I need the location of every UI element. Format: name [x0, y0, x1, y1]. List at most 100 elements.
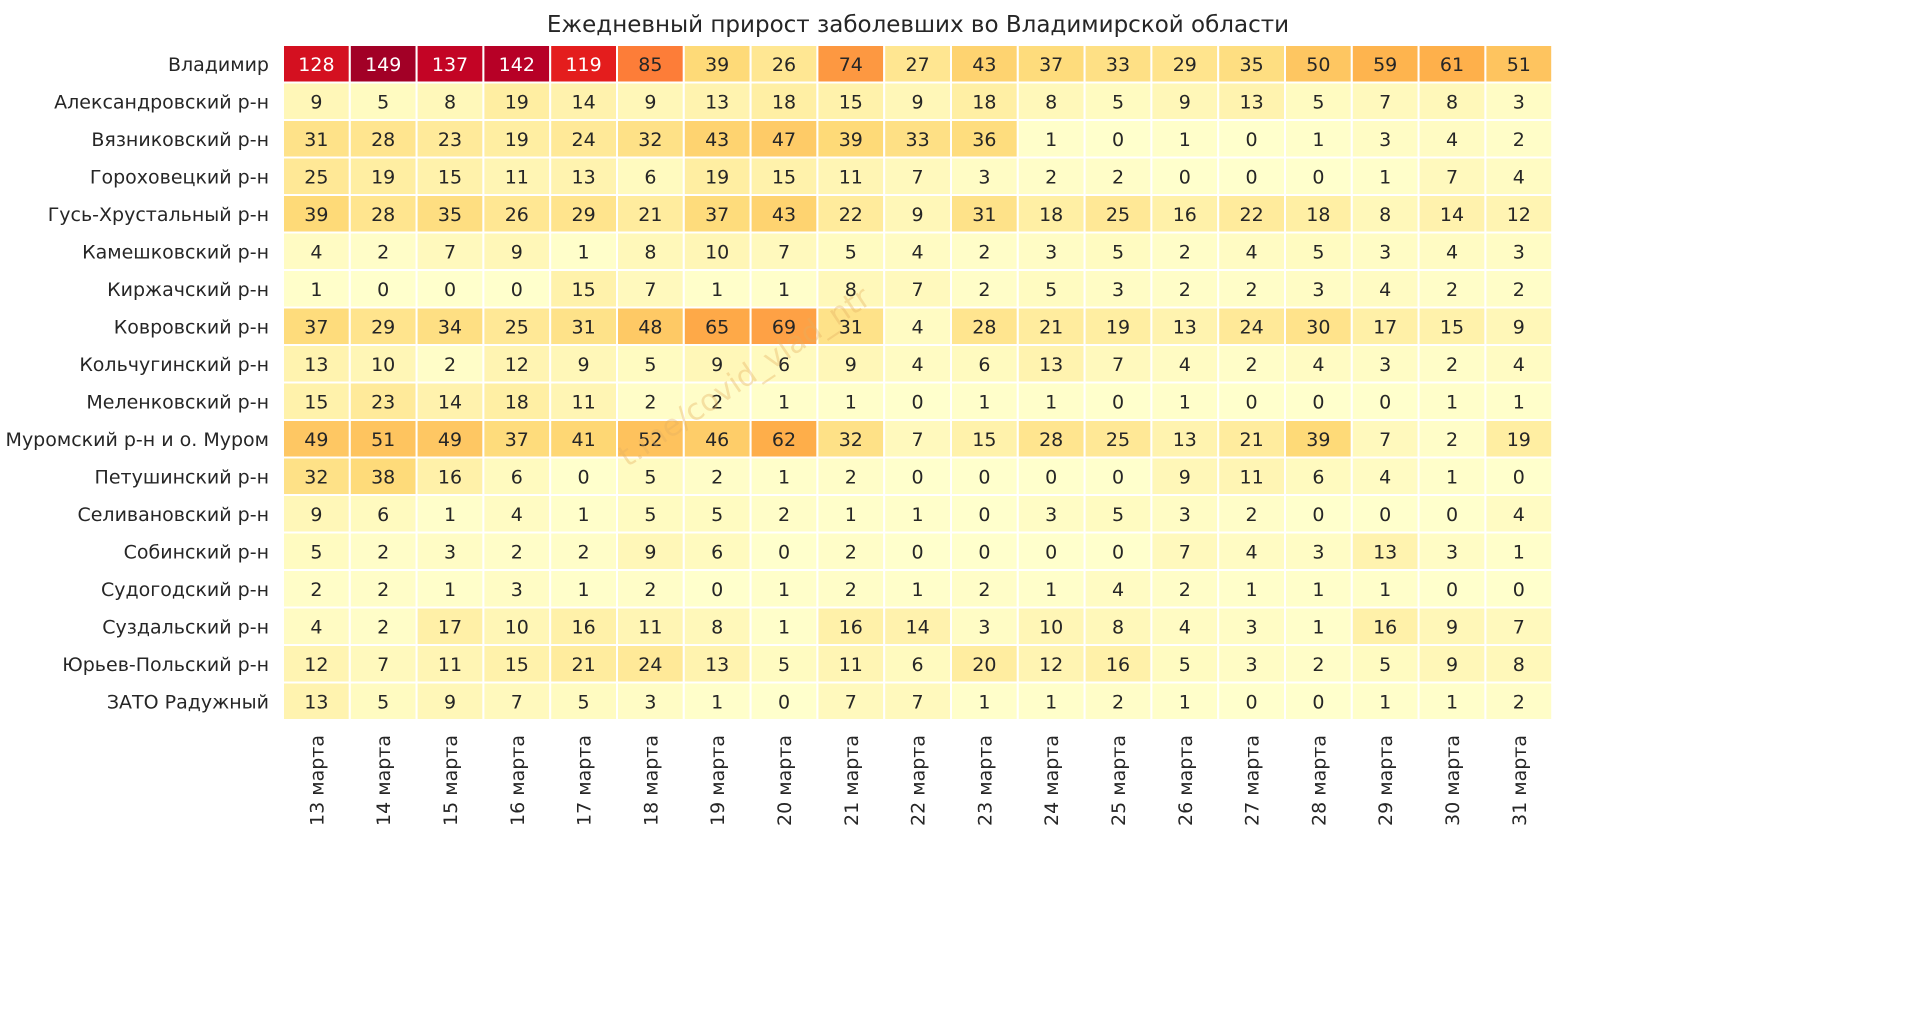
cell-value-label: 16: [839, 616, 863, 638]
cell-value-label: 7: [1179, 541, 1191, 563]
cell-value-label: 0: [1312, 691, 1324, 713]
cell-value-label: 7: [377, 654, 389, 676]
cell-value-label: 2: [845, 579, 857, 601]
cell-value-label: 149: [365, 54, 401, 76]
cell-value-label: 4: [1312, 354, 1324, 376]
heatmap-cell: [1350, 344, 1420, 384]
cell-value-label: 14: [438, 391, 462, 413]
cell-value-label: 3: [1246, 616, 1258, 638]
cell-value-label: 0: [1379, 504, 1391, 526]
cell-value-label: 6: [978, 354, 990, 376]
cell-value-label: 26: [772, 54, 796, 76]
cell-value-label: 0: [778, 541, 790, 563]
cell-value-label: 15: [505, 654, 529, 676]
heatmap-cell: [1217, 269, 1286, 309]
heatmap-cell: [950, 606, 1019, 646]
cell-value-label: 13: [572, 166, 596, 188]
cell-value-label: 0: [1312, 391, 1324, 413]
row-label: Владимир: [168, 54, 269, 76]
heatmap-cell: [348, 156, 418, 196]
heatmap-cell: [549, 381, 619, 421]
cell-value-label: 7: [778, 241, 790, 263]
cell-value-label: 7: [912, 279, 924, 301]
cell-value-label: 2: [1312, 654, 1324, 676]
heatmap-cell: [950, 456, 1019, 496]
cell-value-label: 19: [1507, 429, 1531, 451]
cell-value-label: 9: [310, 504, 322, 526]
row-label: Селивановский р-н: [77, 504, 269, 526]
heatmap-cell: [1484, 44, 1554, 84]
column-label: 18 марта: [640, 735, 662, 825]
cell-value-label: 4: [912, 241, 924, 263]
cell-value-label: 52: [638, 429, 662, 451]
cell-value-label: 9: [1513, 316, 1525, 338]
cell-value-label: 59: [1373, 54, 1397, 76]
heatmap-cell: [682, 119, 752, 159]
row-label: Вязниковский р-н: [91, 129, 269, 151]
cell-value-label: 15: [572, 279, 596, 301]
cell-value-label: 49: [304, 429, 328, 451]
cell-value-label: 9: [644, 91, 656, 113]
cell-value-label: 6: [511, 466, 523, 488]
cell-value-label: 12: [1507, 204, 1531, 226]
cell-value-label: 13: [705, 654, 729, 676]
cell-value-label: 1: [778, 466, 790, 488]
heatmap-cell: [282, 494, 351, 534]
heatmap-cell: [1350, 119, 1420, 159]
heatmap-cell: [282, 381, 351, 421]
cell-value-label: 8: [845, 279, 857, 301]
cell-value-label: 8: [444, 91, 456, 113]
cell-value-label: 0: [1312, 166, 1324, 188]
cell-value-label: 2: [1246, 504, 1258, 526]
cell-value-label: 3: [1312, 541, 1324, 563]
cell-value-label: 12: [1039, 654, 1063, 676]
row-label: Собинский р-н: [124, 541, 269, 563]
cell-value-label: 1: [1446, 391, 1458, 413]
heatmap-cell: [1083, 269, 1153, 309]
heatmap-cell: [482, 494, 552, 534]
heatmap-cell: [682, 231, 752, 271]
cell-value-label: 47: [772, 129, 796, 151]
cell-value-label: 1: [1179, 391, 1191, 413]
cell-value-label: 5: [845, 241, 857, 263]
cell-value-label: 2: [845, 541, 857, 563]
cell-value-label: 1: [1045, 691, 1057, 713]
cell-value-label: 9: [845, 354, 857, 376]
heatmap-cell: [1217, 494, 1286, 534]
cell-value-label: 0: [1379, 391, 1391, 413]
cell-value-label: 4: [912, 316, 924, 338]
cell-value-label: 1: [1446, 691, 1458, 713]
cell-value-label: 39: [1306, 429, 1330, 451]
row-label: Петушинский р-н: [95, 466, 269, 488]
cell-value-label: 28: [371, 129, 395, 151]
heatmap-cell: [282, 269, 351, 309]
cell-value-label: 1: [444, 504, 456, 526]
cell-value-label: 19: [505, 91, 529, 113]
cell-value-label: 14: [572, 91, 596, 113]
cell-value-label: 6: [778, 354, 790, 376]
heatmap-cell: [282, 231, 351, 271]
heatmap-cell: [883, 81, 953, 121]
heatmap-cell: [348, 531, 418, 571]
cell-value-label: 5: [1112, 241, 1124, 263]
cell-value-label: 5: [778, 654, 790, 676]
heatmap-cell: [616, 419, 685, 459]
cell-value-label: 23: [371, 391, 395, 413]
heatmap-cell: [682, 419, 752, 459]
column-label: 26 марта: [1175, 735, 1197, 825]
cell-value-label: 39: [304, 204, 328, 226]
heatmap-cell: [549, 419, 619, 459]
heatmap-cell: [1284, 419, 1353, 459]
cell-value-label: 0: [1112, 129, 1124, 151]
heatmap-cell: [1016, 119, 1086, 159]
heatmap-cell: [1350, 381, 1420, 421]
cell-value-label: 3: [1246, 654, 1258, 676]
cell-value-label: 9: [578, 354, 590, 376]
cell-value-label: 1: [1379, 691, 1391, 713]
cell-value-label: 3: [1513, 241, 1525, 263]
cell-value-label: 15: [839, 91, 863, 113]
cell-value-label: 4: [1246, 541, 1258, 563]
heatmap-cell: [1150, 531, 1220, 571]
heatmap-cell: [482, 456, 552, 496]
cell-value-label: 7: [912, 691, 924, 713]
